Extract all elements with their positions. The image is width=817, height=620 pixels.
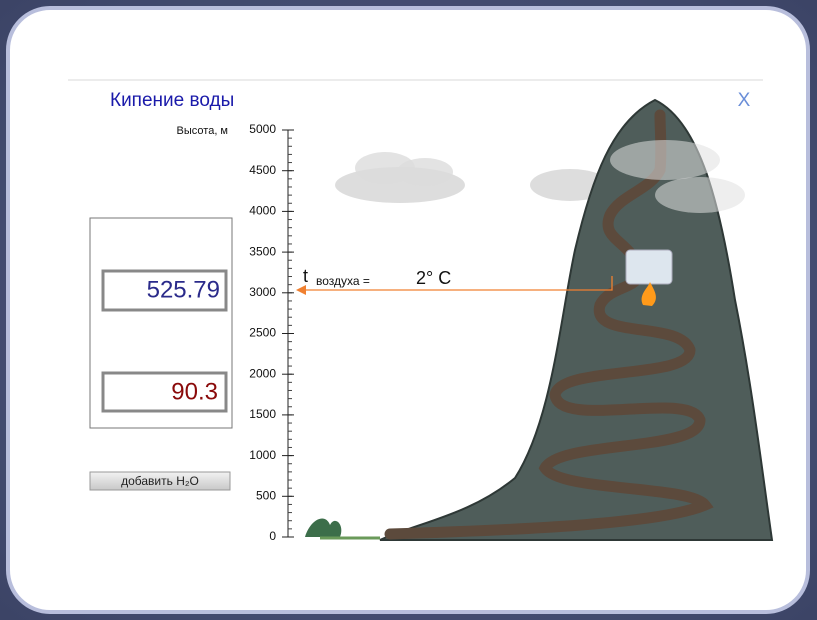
air-temp-label: t: [303, 266, 308, 286]
tick-label: 2500: [249, 326, 276, 340]
tick-label: 1500: [249, 407, 276, 421]
page: Кипение воды X Высота, м t воздуха = 2° …: [0, 0, 817, 620]
tick-label: 0: [269, 529, 276, 543]
height-readout: 525.79: [147, 276, 220, 303]
title: Кипение воды: [110, 90, 234, 111]
temperature-readout: 90.3: [171, 378, 218, 405]
air-temp-value: 2° C: [416, 268, 451, 288]
close-button[interactable]: X: [738, 90, 751, 111]
app-screen: Кипение воды X Высота, м t воздуха = 2° …: [0, 0, 817, 620]
tick-label: 500: [256, 488, 276, 502]
scale-label: Высота, м: [177, 125, 228, 137]
tick-label: 3000: [249, 285, 276, 299]
tick-label: 2000: [249, 366, 276, 380]
tick-label: 5000: [249, 122, 276, 136]
tick-label: 4500: [249, 163, 276, 177]
add-water-label[interactable]: добавить H₂O: [121, 474, 199, 488]
tick-label: 1000: [249, 448, 276, 462]
air-temp-subscript: воздуха =: [316, 274, 370, 288]
tick-label: 4000: [249, 204, 276, 218]
tick-label: 3500: [249, 244, 276, 258]
